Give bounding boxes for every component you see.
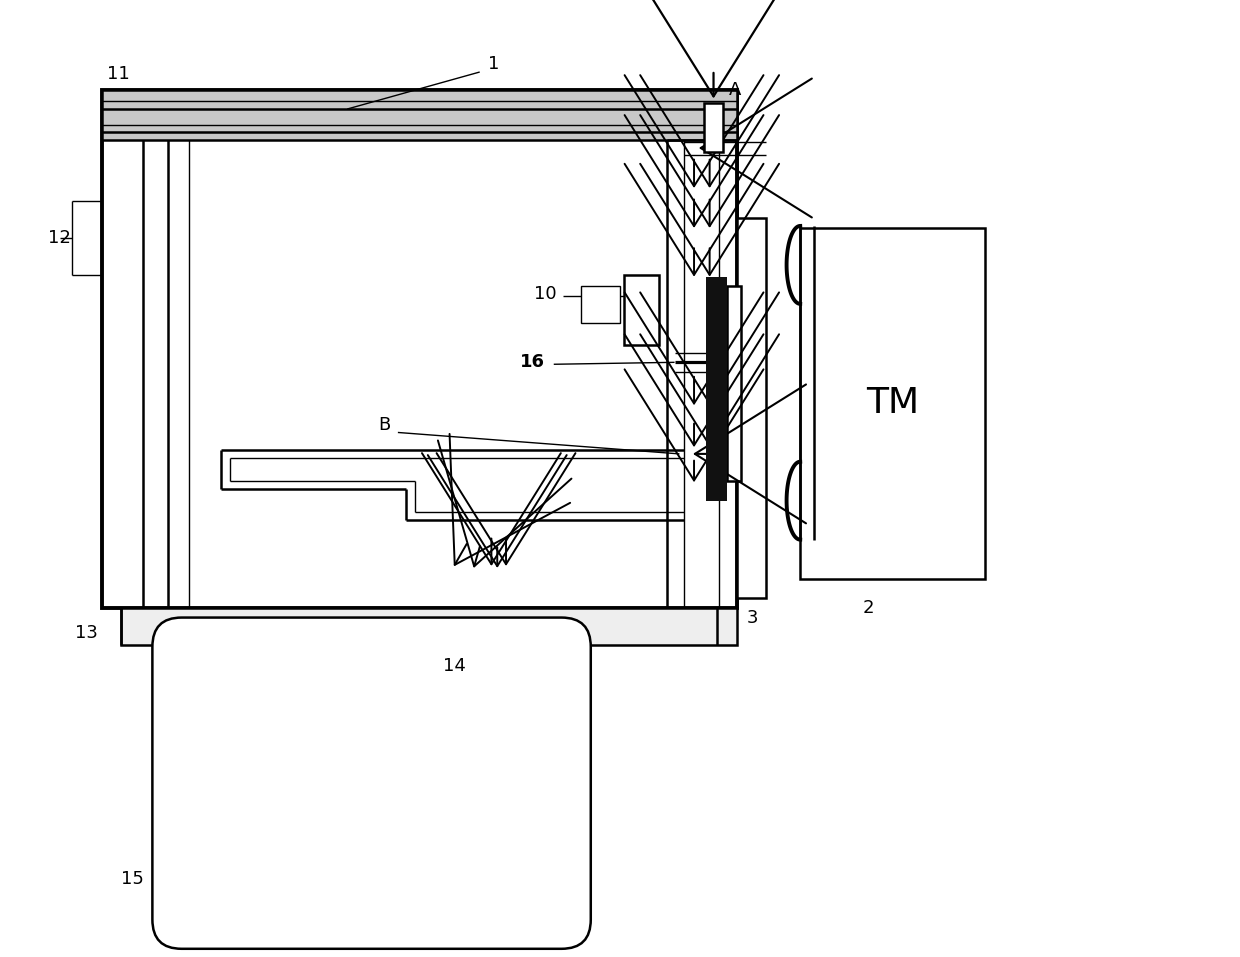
Text: 14: 14 — [443, 657, 466, 676]
Bar — [102, 90, 737, 608]
Text: 1: 1 — [487, 56, 498, 74]
Bar — [102, 90, 737, 141]
Bar — [737, 218, 766, 598]
Bar — [800, 228, 986, 579]
Text: 12: 12 — [48, 229, 71, 247]
Text: 16: 16 — [520, 353, 544, 371]
Text: 15: 15 — [122, 870, 144, 888]
Text: TM: TM — [867, 387, 919, 420]
Bar — [122, 608, 737, 645]
Text: 2: 2 — [863, 599, 874, 617]
Bar — [582, 286, 620, 323]
Text: 3: 3 — [746, 609, 758, 627]
Text: 13: 13 — [74, 624, 98, 642]
Text: A: A — [729, 80, 742, 99]
Bar — [727, 286, 740, 481]
Bar — [706, 277, 727, 501]
Bar — [704, 103, 723, 152]
Text: 10: 10 — [533, 285, 557, 303]
Bar — [624, 275, 658, 345]
FancyBboxPatch shape — [153, 617, 590, 948]
Text: B: B — [378, 415, 391, 434]
Text: 11: 11 — [107, 65, 130, 83]
